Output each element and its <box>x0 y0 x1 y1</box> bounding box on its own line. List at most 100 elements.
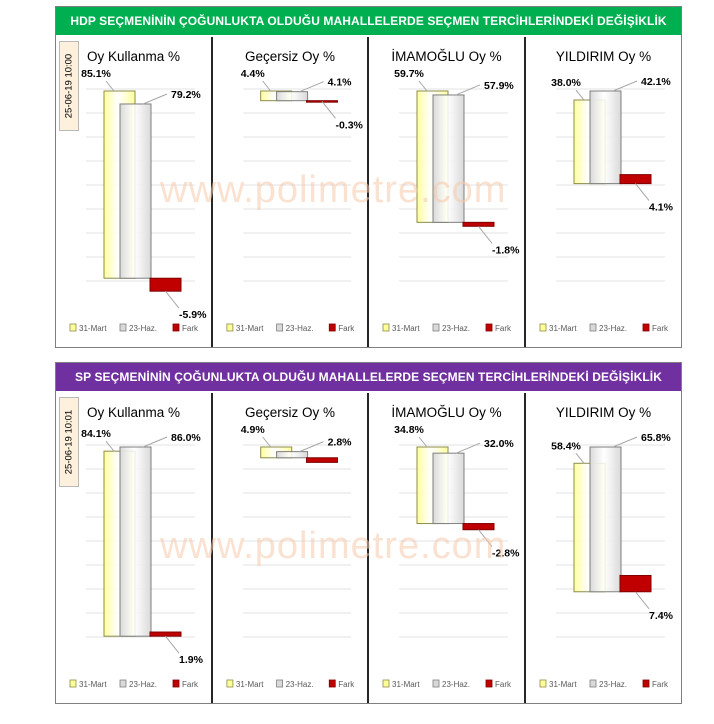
chart-hdp-gecersiz: Geçersiz Oy % 4.4% 4.1% -0.3% 31-Mart 23-Haz.… <box>213 37 367 347</box>
chart-title: İMAMOĞLU Oy % <box>391 49 501 64</box>
chart-title: YILDIRIM Oy % <box>556 49 651 64</box>
legend-swatch <box>276 679 283 688</box>
chart-divider <box>211 393 213 703</box>
legend-swatch <box>432 323 440 332</box>
legend-label: 31-Mart <box>549 680 577 689</box>
chart-sp-yildirim: YILDIRIM Oy % 58.4% 65.8% 7.4% 31-Mart 23-Haz… <box>526 393 681 703</box>
timestamp-text: 25-06-19 10:00 <box>63 53 75 119</box>
chart-divider <box>367 393 369 703</box>
chart-title: Oy Kullanma % <box>87 405 180 420</box>
data-label: 79.2% <box>171 89 201 101</box>
legend-label: Fark <box>182 680 199 689</box>
legend-swatch <box>539 679 547 688</box>
legend-label: 31-Mart <box>392 680 420 689</box>
legend-label: 23-Haz. <box>599 680 627 689</box>
data-label: -2.8% <box>492 548 520 560</box>
bar-23-haz- <box>276 91 309 102</box>
data-label: -5.9% <box>179 309 207 321</box>
chart-divider <box>524 37 526 347</box>
legend-label: 31-Mart <box>236 324 264 333</box>
legend-label: Fark <box>182 324 199 333</box>
bar-23-haz- <box>276 451 309 459</box>
legend-label: 23-Haz. <box>599 324 627 333</box>
chart-title: Geçersiz Oy % <box>245 405 335 420</box>
chart-sp-gecersiz: Geçersiz Oy % 4.9% 2.8% 31-Mart 23-Haz. Fark <box>213 393 367 703</box>
legend-swatch <box>485 679 493 688</box>
data-label: 59.7% <box>394 68 424 80</box>
hdp-panel-header: HDP SEÇMENİNİN ÇOĞUNLUKTA OLDUĞU MAHALLE… <box>56 7 681 35</box>
data-label: -1.8% <box>492 244 520 256</box>
legend-label: Fark <box>652 324 669 333</box>
legend-label: 23-Haz. <box>442 680 470 689</box>
legend-swatch <box>69 323 77 332</box>
legend-swatch <box>226 323 234 332</box>
legend-swatch <box>119 323 127 332</box>
legend-swatch <box>172 323 180 332</box>
legend-label: Fark <box>338 680 355 689</box>
data-label: 1.9% <box>179 654 204 666</box>
chart-hdp-imamoglu: İMAMOĞLU Oy % 59.7% 57.9% -1.8% 31-Mart 23-Ha… <box>369 37 524 347</box>
bar-fark <box>619 574 652 593</box>
bar-fark <box>462 523 495 531</box>
legend-label: 31-Mart <box>79 324 107 333</box>
legend-swatch <box>172 679 180 688</box>
legend-swatch <box>119 679 127 688</box>
legend-label: 23-Haz. <box>286 680 314 689</box>
legend-swatch <box>642 323 650 332</box>
bar-23-haz- <box>119 103 152 279</box>
sp-panel-header: SP SEÇMENİNİN ÇOĞUNLUKTA OLDUĞU MAHALLEL… <box>56 363 681 391</box>
chart-sp-imamoglu: İMAMOĞLU Oy % 34.8% 32.0% -2.8% 31-Mart 23-Ha… <box>369 393 524 703</box>
legend-swatch <box>642 679 650 688</box>
legend-swatch <box>276 323 283 332</box>
sp-panel: SP SEÇMENİNİN ÇOĞUNLUKTA OLDUĞU MAHALLEL… <box>55 362 682 704</box>
legend-label: 31-Mart <box>549 324 577 333</box>
bar-23-haz- <box>432 94 465 223</box>
legend-label: Fark <box>495 324 512 333</box>
data-label: 7.4% <box>649 610 674 622</box>
legend-swatch <box>539 323 547 332</box>
data-label: 57.9% <box>484 80 514 92</box>
legend-label: Fark <box>495 680 512 689</box>
timestamp-box: 25-06-19 10:00 <box>59 41 79 131</box>
legend-swatch <box>382 323 390 332</box>
hdp-panel: HDP SEÇMENİNİN ÇOĞUNLUKTA OLDUĞU MAHALLE… <box>55 6 682 348</box>
data-label: 4.9% <box>241 424 266 436</box>
legend-swatch <box>382 679 390 688</box>
legend-swatch <box>328 679 336 688</box>
legend-label: 23-Haz. <box>129 324 157 333</box>
data-label: 4.4% <box>241 68 266 80</box>
bar-23-haz- <box>432 452 465 525</box>
bar-fark <box>619 174 652 185</box>
bar-23-haz- <box>589 446 622 593</box>
data-label: 85.1% <box>81 68 111 80</box>
timestamp-text: 25-06-19 10:01 <box>63 409 75 475</box>
data-label: 86.0% <box>171 432 201 444</box>
data-label: 4.1% <box>649 202 674 214</box>
bar-fark <box>462 221 495 227</box>
legend-swatch <box>226 679 234 688</box>
chart-title: Geçersiz Oy % <box>245 49 335 64</box>
chart-hdp-yildirim: YILDIRIM Oy % 38.0% 42.1% 4.1% 31-Mart 23-Haz… <box>526 37 681 347</box>
chart-sp-oy-kullanma: Oy Kullanma % 84.1% 86.0% 1.9% 31-Mart 23-Haz… <box>56 393 211 703</box>
chart-hdp-oy-kullanma: Oy Kullanma % 85.1% 79.2% -5.9% 31-Mart 23-Ha… <box>56 37 211 347</box>
bar-23-haz- <box>119 446 152 637</box>
chart-divider <box>211 37 213 347</box>
data-label: -0.3% <box>335 119 363 131</box>
legend-label: 31-Mart <box>79 680 107 689</box>
legend-label: 23-Haz. <box>129 680 157 689</box>
data-label: 84.1% <box>81 428 111 440</box>
data-label: 32.0% <box>484 438 514 450</box>
data-label: 58.4% <box>551 440 581 452</box>
legend-label: 31-Mart <box>236 680 264 689</box>
data-label: 38.0% <box>551 77 581 89</box>
legend-label: 23-Haz. <box>442 324 470 333</box>
bar-fark <box>149 631 182 637</box>
legend-swatch <box>69 679 77 688</box>
timestamp-box: 25-06-19 10:01 <box>59 397 79 487</box>
chart-title: YILDIRIM Oy % <box>556 405 651 420</box>
chart-divider <box>524 393 526 703</box>
bar-fark <box>305 457 338 463</box>
data-label: 34.8% <box>394 424 424 436</box>
legend-label: 31-Mart <box>392 324 420 333</box>
chart-title: İMAMOĞLU Oy % <box>391 405 501 420</box>
